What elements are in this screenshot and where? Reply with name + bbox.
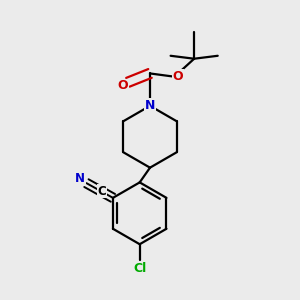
Text: O: O — [173, 70, 183, 83]
Text: C: C — [98, 185, 106, 198]
Text: N: N — [75, 172, 85, 185]
Text: O: O — [117, 79, 128, 92]
Text: N: N — [145, 99, 155, 112]
Text: Cl: Cl — [133, 262, 146, 275]
